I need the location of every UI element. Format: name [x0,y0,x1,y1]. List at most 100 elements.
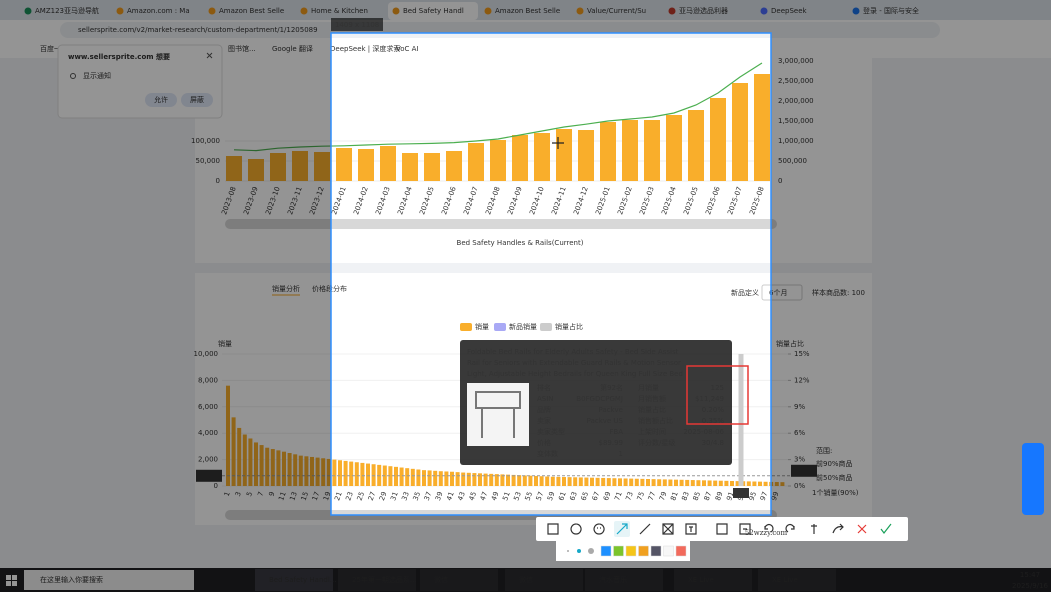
bookmark[interactable]: Google 翻译 [272,44,313,53]
toolbar-button[interactable] [785,524,795,533]
legend-label[interactable]: 销量 [475,322,489,331]
select-box[interactable] [761,284,803,301]
bar [326,458,331,486]
x-tick-label: 31 [389,491,400,502]
toolbar-button[interactable] [662,523,674,535]
tab[interactable] [480,2,570,20]
bookmark[interactable]: VoC AI [396,45,419,53]
bar [662,479,667,486]
tab[interactable] [112,2,202,20]
product-image-rail [475,391,521,438]
clock-time: 15:47 [1020,571,1040,579]
toolbar-button[interactable] [593,523,605,535]
toolbar-button[interactable] [639,523,651,535]
toolbar-button[interactable] [832,523,844,534]
color-swatch[interactable] [663,545,674,557]
color-swatch[interactable] [625,545,637,557]
tab-icon [668,7,676,15]
toolbar-button[interactable] [570,523,582,535]
taskbar-app[interactable] [758,569,836,591]
bar [562,477,566,486]
toolbar-button[interactable] [880,523,892,534]
bar [754,74,770,181]
legend-label[interactable]: 新品销量 [509,322,537,331]
tab[interactable] [664,2,754,20]
bar [410,468,415,486]
color-swatch[interactable] [613,545,624,557]
tab[interactable] [756,2,846,20]
notification [57,44,223,119]
toolbar-button[interactable] [739,523,751,535]
y2-tick-label: 0% [794,482,805,490]
taskbar-app[interactable] [338,569,416,591]
toolbar-button[interactable] [716,523,728,535]
taskbar-app[interactable] [255,569,333,591]
tooltip-cell: FBA [609,428,623,436]
allow-button[interactable] [145,93,177,107]
x-tick-label: 67 [591,491,602,502]
legend-label[interactable]: 销量占比 [555,322,583,331]
bar [506,474,510,486]
tab[interactable] [572,2,662,20]
tab-title: Bed Safety Handl [403,7,464,15]
toolbar-button[interactable] [616,523,628,535]
bar [270,153,286,181]
pen-size[interactable] [588,548,594,554]
start-button[interactable] [6,575,17,586]
y2-tick-label: 6% [794,429,805,437]
toolbar-button[interactable] [685,523,697,535]
panel-tab[interactable]: 价格段分布 [312,284,347,293]
x-tick-label: 81 [669,491,680,502]
color-swatch[interactable] [650,545,662,557]
range-label: 前90%商品 [816,459,853,468]
bar [446,151,462,181]
toolbar-button[interactable] [764,524,774,533]
color-swatch[interactable] [638,545,649,557]
taskbar-app[interactable] [674,569,752,591]
bar [461,472,466,486]
bookmark[interactable]: 图书馆... [228,44,256,53]
bar [494,474,499,486]
taskbar-app[interactable] [505,569,583,591]
taskbar-app[interactable] [420,569,498,591]
color-swatch[interactable] [600,545,612,557]
panel-tab[interactable]: 销量分析 [272,284,300,293]
y-axis-title: 销量 [218,339,232,348]
tab[interactable] [20,2,110,20]
tooltip-cell: 卖家类型 [537,427,565,436]
bar [528,475,533,486]
bookmark[interactable]: 百度一下 [40,44,68,53]
tooltip-cell: 品牌 [537,405,551,414]
tab[interactable] [388,2,478,20]
bar [688,110,704,181]
x-tick-label: 29 [378,491,389,502]
bar [646,479,650,486]
y-tick-label: 6,000 [198,403,218,411]
block-button[interactable] [181,93,213,107]
taskbar-app[interactable] [585,569,663,591]
bar [674,479,678,486]
tooltip-cell: 2025-08-06 [683,428,724,436]
bookmark[interactable]: DeepSeek | 深度求索 [330,44,400,53]
address-box[interactable] [60,22,940,38]
side-widget[interactable] [1022,443,1044,515]
toolbar-button[interactable] [547,523,559,535]
close-icon[interactable] [206,52,213,59]
pen-size[interactable] [577,549,581,553]
clock-date: 2025/9/16 [1012,582,1048,590]
toolbar-button[interactable] [811,524,817,534]
tab[interactable] [848,2,938,20]
color-swatch[interactable] [675,545,687,557]
search-box[interactable] [24,570,194,590]
toolbar-button[interactable] [857,524,867,534]
tooltip-cell: 销量占比 [638,405,666,414]
pen-size[interactable] [567,550,569,552]
bar [270,449,275,486]
tab[interactable] [296,2,386,20]
bar [718,480,723,486]
overlay-dim [771,33,1051,515]
highlight-label: 92 [737,489,746,497]
tab[interactable] [204,2,294,20]
bar [427,470,432,486]
